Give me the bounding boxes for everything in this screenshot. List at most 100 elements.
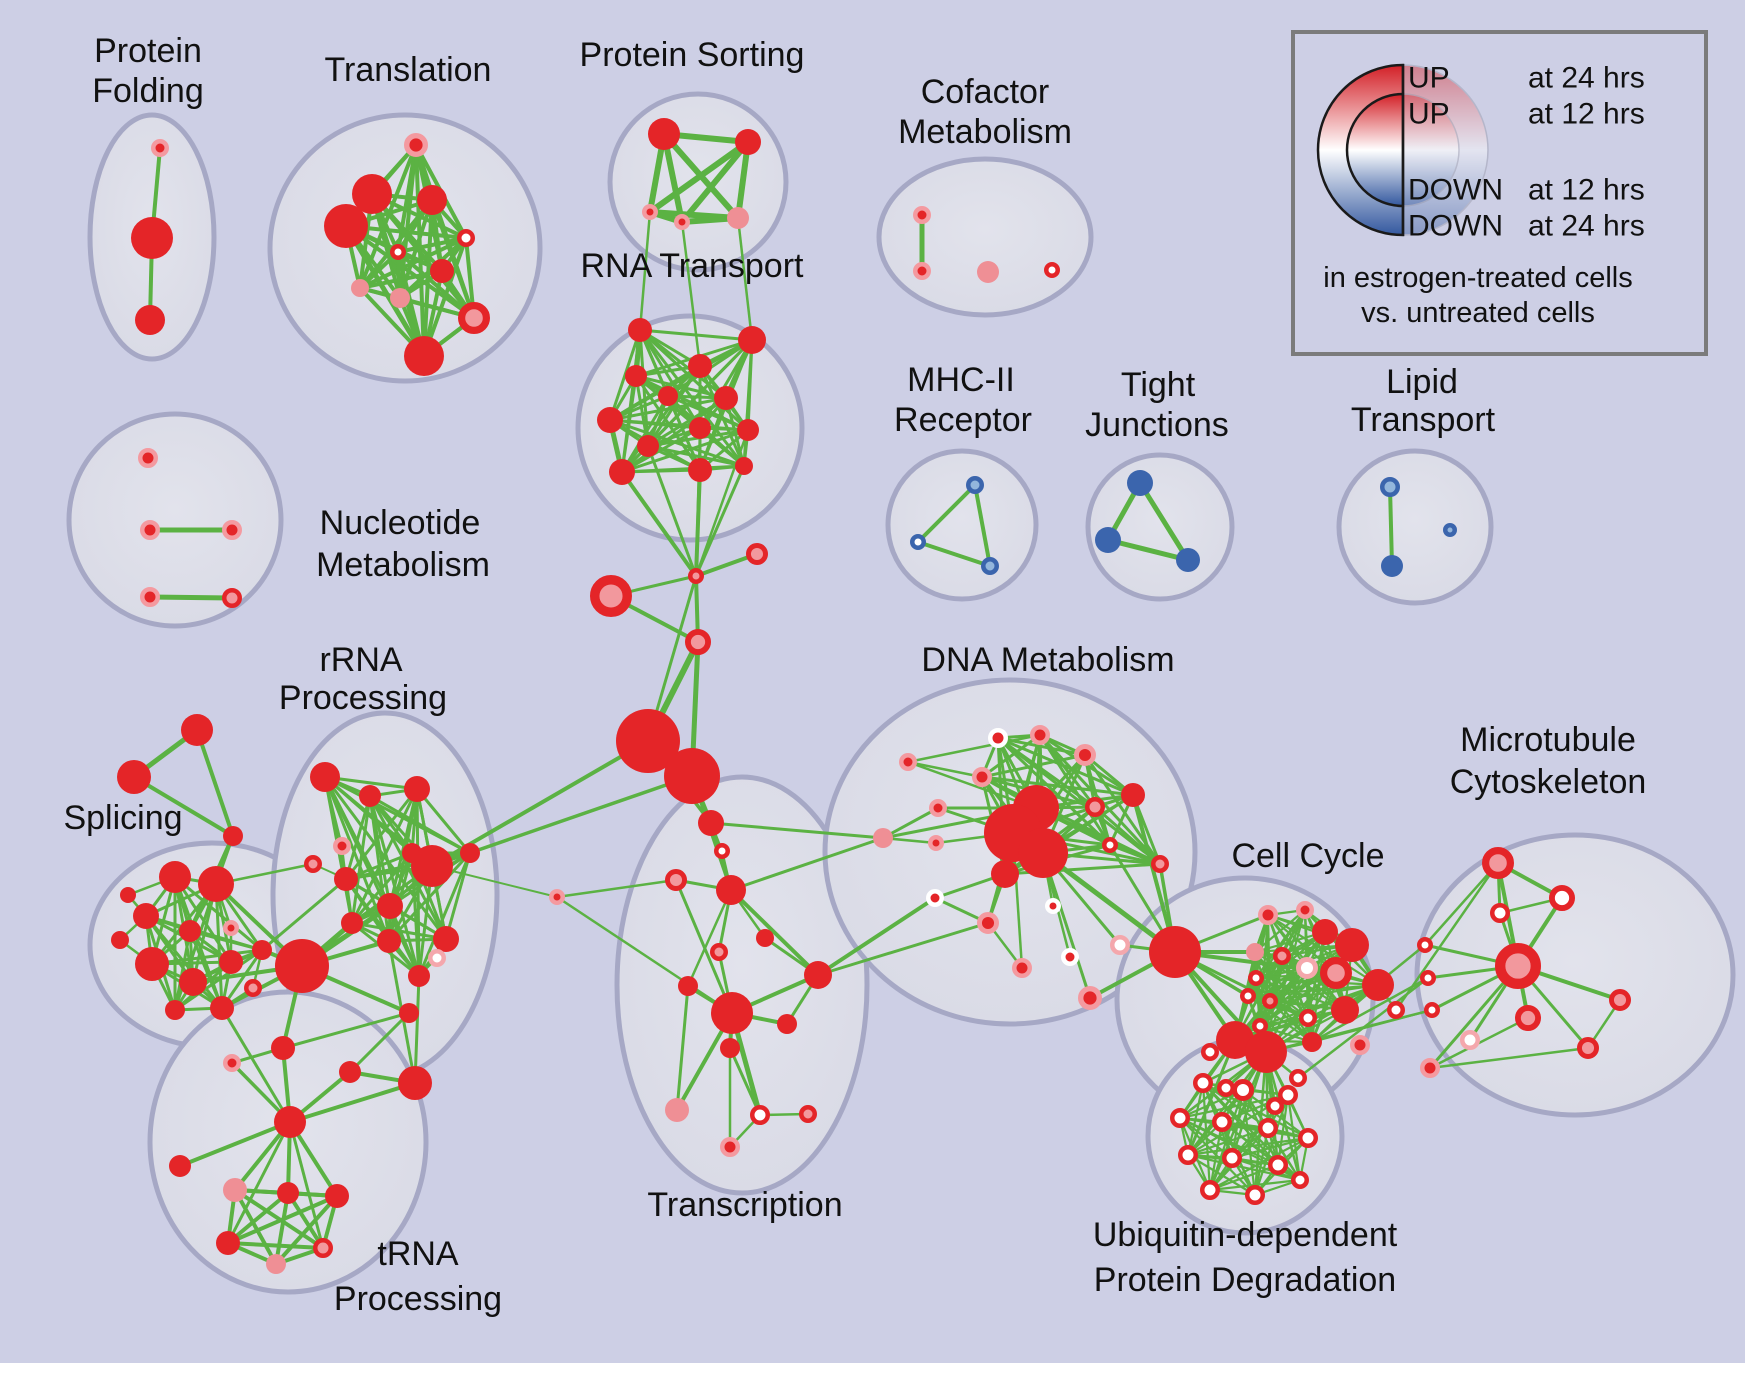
edge xyxy=(816,896,937,977)
edge xyxy=(132,775,235,838)
cluster-label-trna-processing: Processing xyxy=(334,1280,502,1318)
gene-node-166 xyxy=(1417,937,1433,953)
cluster-label-lipid-transport: Lipid xyxy=(1386,363,1458,401)
edge xyxy=(344,224,426,358)
edge xyxy=(638,329,702,429)
edge xyxy=(324,775,418,791)
legend-time-0: at 24 hrs xyxy=(1528,62,1645,95)
gene-node-116 xyxy=(799,1105,817,1123)
gene-node-125 xyxy=(1085,797,1105,817)
gene-node-140 xyxy=(1012,958,1032,978)
gene-node-150 xyxy=(1362,969,1394,1001)
gene-node-188 xyxy=(1245,1185,1265,1205)
edge xyxy=(282,1011,410,1050)
edge xyxy=(1255,976,1346,1012)
edge xyxy=(639,328,753,342)
edge xyxy=(1187,1051,1267,1156)
gene-node-27 xyxy=(658,386,678,406)
gene-node-110 xyxy=(804,961,832,989)
cluster-label-cell-cycle: Cell Cycle xyxy=(1231,837,1384,875)
legend-direction-2: DOWN xyxy=(1408,174,1503,207)
edge xyxy=(227,1194,338,1245)
cluster-label-nucleotide-metabolism: Metabolism xyxy=(316,546,490,584)
gene-node-183 xyxy=(1298,1128,1318,1148)
cluster-label-protein-folding: Folding xyxy=(92,72,204,110)
cluster-label-protein-folding: Protein xyxy=(94,32,202,70)
edge xyxy=(422,237,468,357)
gene-node-132 xyxy=(1151,855,1169,873)
gene-node-66 xyxy=(219,950,243,974)
gene-node-8 xyxy=(390,244,406,260)
edge xyxy=(226,1121,292,1244)
edge xyxy=(274,1192,290,1265)
gene-node-32 xyxy=(637,435,659,457)
gene-node-80 xyxy=(460,843,480,863)
edge xyxy=(1388,486,1394,567)
edge xyxy=(1311,1009,1433,1043)
edge xyxy=(817,921,989,977)
cluster-lipid-transport xyxy=(1336,448,1494,606)
edge xyxy=(1286,1094,1302,1181)
gene-node-100 xyxy=(313,1238,333,1258)
gene-node-30 xyxy=(689,417,711,439)
gene-node-92 xyxy=(339,1061,361,1083)
edge xyxy=(556,878,677,899)
edge xyxy=(1424,862,1499,946)
gene-node-51 xyxy=(1095,527,1121,553)
edge xyxy=(907,760,983,779)
gene-node-91 xyxy=(223,1054,241,1072)
gene-node-165 xyxy=(1387,1001,1405,1019)
edge xyxy=(233,1189,278,1265)
cluster-label-microtubule-cytoskeleton: Cytoskeleton xyxy=(1450,763,1647,801)
gene-node-108 xyxy=(710,943,728,961)
gene-node-154 xyxy=(1331,996,1359,1024)
gene-node-78 xyxy=(334,867,358,891)
edge xyxy=(686,889,733,987)
edge xyxy=(1131,794,1177,953)
gene-node-189 xyxy=(1291,1171,1309,1189)
edge xyxy=(680,221,702,367)
edge xyxy=(149,594,233,601)
gene-node-72 xyxy=(120,887,136,903)
edge xyxy=(226,1191,290,1245)
gene-node-93 xyxy=(398,1066,432,1100)
edge xyxy=(214,883,224,1009)
edge xyxy=(413,975,421,1084)
gene-node-147 xyxy=(1273,947,1291,965)
gene-node-187 xyxy=(1200,1180,1220,1200)
gene-node-15 xyxy=(735,129,761,155)
gene-node-123 xyxy=(972,767,992,787)
gene-node-89 xyxy=(399,1003,419,1023)
cluster-label-splicing: Splicing xyxy=(63,799,182,837)
gene-node-143 xyxy=(1296,901,1314,919)
gene-node-164 xyxy=(1350,1035,1370,1055)
edge xyxy=(608,329,642,421)
legend-wheel-inner-left xyxy=(1345,92,1405,208)
gene-node-86 xyxy=(433,926,459,952)
edge xyxy=(369,794,471,855)
legend-caption-line-1: vs. untreated cells xyxy=(1361,297,1595,329)
gene-node-99 xyxy=(216,1231,240,1255)
gene-node-137 xyxy=(1110,935,1130,955)
gene-node-87 xyxy=(408,965,430,987)
edge xyxy=(1254,909,1306,953)
gene-node-7 xyxy=(457,229,475,247)
gene-node-160 xyxy=(1201,1043,1219,1061)
gene-node-152 xyxy=(1240,988,1256,1004)
gene-node-64 xyxy=(135,947,169,981)
edge xyxy=(648,139,750,215)
edge xyxy=(973,484,992,567)
edge xyxy=(981,775,1134,797)
gene-node-54 xyxy=(1381,555,1403,577)
gene-node-20 xyxy=(913,262,931,280)
edge xyxy=(195,729,235,837)
edge xyxy=(674,879,734,1014)
edge xyxy=(397,236,467,254)
cluster-label-rna-transport: RNA Transport xyxy=(581,247,805,285)
edge xyxy=(1429,1046,1589,1070)
gene-node-88 xyxy=(428,949,446,967)
gene-node-2 xyxy=(135,305,165,335)
gene-node-97 xyxy=(277,1182,299,1204)
edge xyxy=(620,365,702,473)
legend-direction-1: UP xyxy=(1408,98,1450,131)
